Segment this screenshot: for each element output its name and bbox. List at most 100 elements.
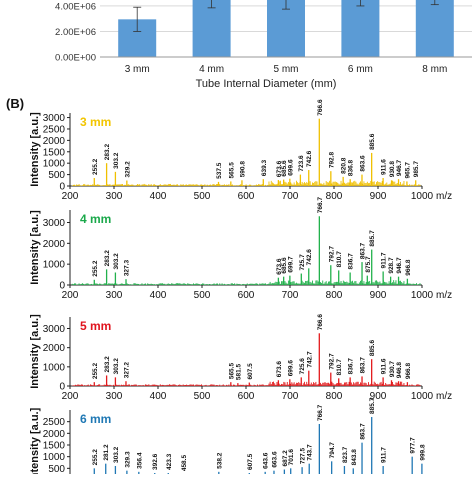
peak-label: 590.8 bbox=[239, 161, 246, 178]
category-label-a: 8 mm bbox=[422, 64, 447, 75]
peak-label: 836.7 bbox=[348, 253, 355, 270]
peak-label: 742.6 bbox=[306, 249, 313, 266]
spectrum-5mm: 0 1000 2000 3000 200 300 400 500 600 700 800 900 100… bbox=[29, 314, 452, 402]
xlabel: m/z bbox=[436, 391, 452, 402]
peak-label: 255.2 bbox=[92, 260, 99, 277]
xtick-label: 400 bbox=[150, 290, 167, 301]
peak-label: 911.6 bbox=[381, 358, 388, 374]
xtick-label: 900 bbox=[370, 290, 387, 301]
peak-label: 766.7 bbox=[317, 404, 324, 421]
peak-label: 283.2 bbox=[104, 250, 111, 267]
xtick-label: 1000 bbox=[411, 391, 434, 402]
peak-label: 565.5 bbox=[228, 162, 235, 179]
peak-label: 255.2 bbox=[92, 158, 99, 175]
xtick-label: 300 bbox=[106, 191, 123, 202]
peak-label: 699.6 bbox=[287, 360, 294, 377]
spectrum-4mm: 0 1000 2000 3000 200 300 400 500 600 700 800 900 100… bbox=[29, 197, 452, 301]
peak-label: 303.2 bbox=[113, 358, 120, 375]
xtick-label: 200 bbox=[62, 290, 79, 301]
peak-label: 743.7 bbox=[307, 444, 314, 461]
peak-label: 699.7 bbox=[287, 256, 294, 273]
peak-label: 663.6 bbox=[271, 451, 278, 468]
xtick-label: 300 bbox=[106, 391, 123, 402]
xtick-label: 500 bbox=[194, 191, 211, 202]
category-label-a: 3 mm bbox=[125, 64, 150, 75]
peak-label: 607.5 bbox=[247, 363, 254, 380]
xlabel: m/z bbox=[436, 290, 452, 301]
peak-label: 685.6 bbox=[281, 160, 288, 177]
peak-label: 792.8 bbox=[328, 152, 335, 169]
peak-label: 303.2 bbox=[113, 446, 120, 463]
peak-label: 725.6 bbox=[299, 358, 306, 375]
peak-label: 283.2 bbox=[104, 144, 111, 161]
peak-label: 911.6 bbox=[381, 159, 388, 175]
peak-label: 843.8 bbox=[351, 449, 358, 466]
peak-label: 863.7 bbox=[360, 423, 367, 440]
peak-label: 329.3 bbox=[124, 451, 131, 468]
ytick-label: 500 bbox=[48, 464, 65, 474]
bar-a bbox=[192, 0, 231, 57]
peak-label: 911.7 bbox=[381, 447, 388, 463]
peak-label: 965.7 bbox=[404, 162, 411, 179]
peak-label: 911.7 bbox=[381, 252, 388, 268]
xtick-label: 900 bbox=[370, 191, 387, 202]
ylabel: Intensity [a.u.] bbox=[29, 314, 41, 389]
xtick-label: 500 bbox=[194, 290, 211, 301]
peak-label: 966.8 bbox=[405, 363, 412, 380]
ytick-label: 2500 bbox=[43, 124, 66, 135]
peak-label: 356.4 bbox=[136, 452, 143, 469]
xlabel: m/z bbox=[436, 191, 452, 202]
peak-label: 329.2 bbox=[124, 161, 131, 178]
xtick-label: 200 bbox=[62, 391, 79, 402]
ytick-label: 3000 bbox=[43, 324, 66, 335]
category-label-a: 6 mm bbox=[348, 64, 373, 75]
peak-label: 863.7 bbox=[360, 242, 367, 259]
peak-label: 930.8 bbox=[389, 161, 396, 178]
peak-label: 836.7 bbox=[348, 358, 355, 375]
peak-label: 792.7 bbox=[328, 246, 335, 263]
ytick-label: 2000 bbox=[43, 343, 66, 354]
ytick-label: 1000 bbox=[43, 260, 66, 271]
ylabel: Intensity [a.u.] bbox=[29, 112, 41, 187]
ylabel: Intensity [a.u.] bbox=[29, 407, 41, 474]
bar-a bbox=[415, 0, 454, 57]
peak-label: 303.2 bbox=[113, 253, 120, 270]
xtick-label: 800 bbox=[326, 290, 343, 301]
peak-label: 766.6 bbox=[317, 314, 324, 331]
peak-label: 836.8 bbox=[348, 160, 355, 177]
peak-label: 863.6 bbox=[359, 155, 366, 172]
peak-label: 823.7 bbox=[342, 446, 349, 463]
peak-label: 885.7 bbox=[369, 230, 376, 247]
xtick-label: 700 bbox=[282, 191, 299, 202]
ytick-label: 2500 bbox=[43, 417, 66, 428]
peak-label: 281.2 bbox=[103, 444, 110, 461]
ytick-label: 0 bbox=[59, 281, 65, 292]
peak-label: 643.6 bbox=[263, 452, 270, 469]
peak-label: 423.3 bbox=[166, 453, 173, 470]
peak-label: 930.7 bbox=[389, 361, 396, 378]
peak-label: 885.7 bbox=[369, 397, 376, 414]
peak-label: 792.7 bbox=[328, 353, 335, 370]
peak-label: 699.6 bbox=[287, 159, 294, 176]
peak-label: 255.2 bbox=[92, 449, 99, 466]
ytick-label: 0 bbox=[59, 382, 65, 393]
xtick-label: 700 bbox=[282, 290, 299, 301]
xtick-label: 200 bbox=[62, 191, 79, 202]
peak-label: 685.6 bbox=[281, 257, 288, 274]
ytick-label: 2000 bbox=[43, 136, 66, 147]
ytick-label: 1000 bbox=[43, 362, 66, 373]
peak-label: 946.8 bbox=[396, 362, 403, 379]
peak-label: 863.7 bbox=[360, 357, 367, 374]
xtick-label: 500 bbox=[194, 391, 211, 402]
peak-label: 639.3 bbox=[261, 160, 268, 177]
xtick-label: 600 bbox=[238, 391, 255, 402]
peak-label: 327.3 bbox=[124, 260, 131, 277]
peak-label: 673.6 bbox=[276, 160, 283, 177]
peak-label: 885.6 bbox=[369, 340, 376, 357]
xtick-label: 1000 bbox=[411, 191, 434, 202]
peak-label: 283.2 bbox=[104, 356, 111, 373]
panel-label: 5 mm bbox=[80, 319, 111, 333]
peak-label: 687.2 bbox=[282, 450, 289, 467]
